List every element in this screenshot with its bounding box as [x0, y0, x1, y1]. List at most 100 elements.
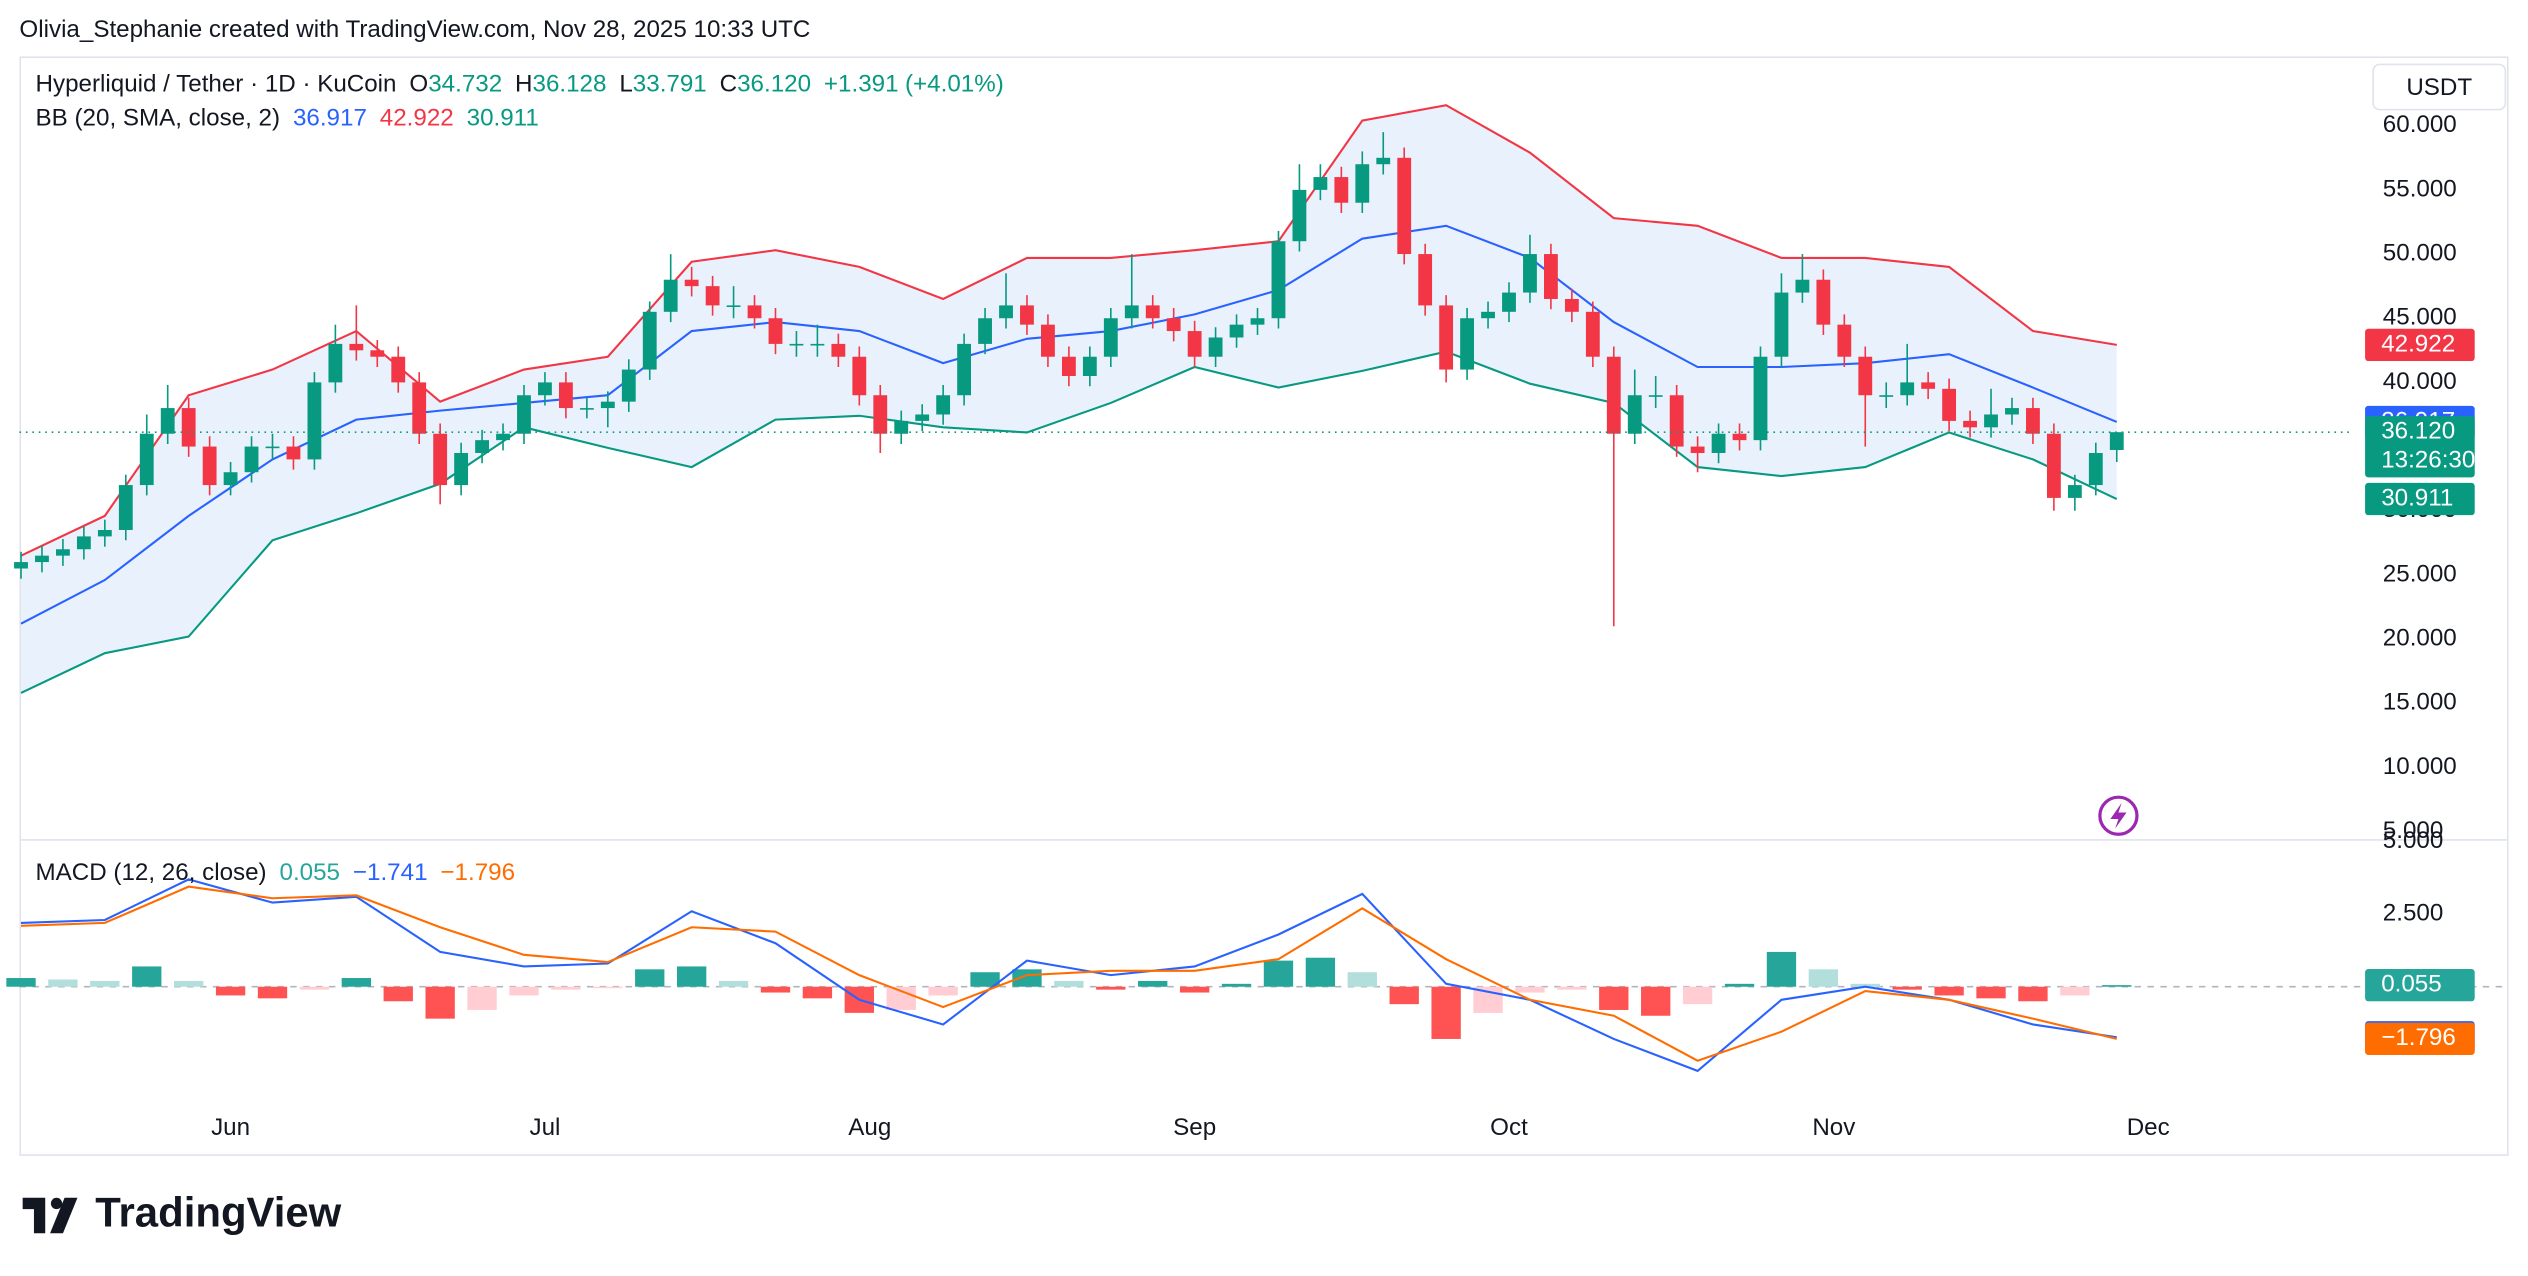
candle-body	[1627, 395, 1642, 434]
upper-badge-box	[2365, 328, 2475, 362]
candle-body	[2109, 432, 2124, 451]
logo: TradingView	[22, 1189, 342, 1236]
lightning-icon[interactable]	[2098, 795, 2139, 836]
candle-body	[1481, 311, 1495, 319]
candle-body	[1334, 177, 1349, 203]
macd-badge-box	[2365, 1022, 2475, 1055]
histogram-bar	[1892, 986, 1922, 990]
x-tick-label: Sep	[1173, 1114, 1216, 1141]
ohlc-name: L	[619, 71, 632, 98]
candle-body	[1439, 305, 1454, 370]
histogram-bar	[718, 980, 749, 987]
histogram-bar	[1179, 986, 1210, 993]
histogram-bar	[425, 986, 455, 1019]
price-tick-label: 10.000	[2383, 753, 2457, 780]
macd-tick-label: 5.000	[2383, 827, 2444, 854]
candle-body	[684, 279, 699, 287]
candle-body	[1208, 337, 1223, 357]
credit-line: Olivia_Stephanie created with TradingVie…	[19, 16, 810, 43]
candle-body	[978, 318, 992, 344]
candle-body	[475, 440, 489, 453]
price-badge-countdown: 13:26:30	[2381, 447, 2475, 474]
x-tick-label: Dec	[2127, 1114, 2170, 1141]
candle-body	[831, 343, 846, 357]
candle-body	[1041, 324, 1055, 357]
candle-body	[2005, 408, 2019, 415]
candle-body	[1942, 388, 1957, 421]
histogram-bar	[1054, 980, 1084, 987]
histogram-bar	[1976, 986, 2006, 999]
bb-value: 36.917	[293, 105, 367, 132]
candle-body	[1061, 356, 1076, 376]
histogram-bar	[1389, 986, 1419, 1005]
candle-body	[244, 446, 259, 473]
candle-body	[202, 446, 217, 486]
candle-body	[1313, 177, 1328, 190]
histogram-bar	[467, 986, 497, 1010]
candle-body	[433, 433, 448, 486]
candle-body	[726, 305, 741, 308]
histogram-bar	[1221, 983, 1252, 987]
histogram-badge-text: 0.055	[2381, 971, 2442, 998]
upper-badge-text: 42.922	[2381, 330, 2455, 357]
candle-body	[181, 408, 196, 447]
candle-body	[621, 369, 636, 402]
candle-body	[2067, 485, 2082, 498]
candle-body	[517, 395, 531, 434]
change: +1.391	[824, 71, 899, 98]
candle-body	[1963, 420, 1977, 428]
macd-value: −1.796	[440, 859, 515, 886]
candle-body	[705, 286, 720, 306]
candle-body	[999, 305, 1013, 319]
candle-body	[76, 536, 91, 550]
histogram-bar	[886, 986, 916, 1010]
band-line	[20, 104, 2117, 557]
histogram-bar	[635, 969, 665, 987]
histogram-bar	[1934, 986, 1964, 996]
candle-body	[223, 472, 238, 486]
candle-body	[1921, 382, 1936, 389]
candle-body	[496, 433, 510, 441]
candle-body	[1900, 382, 1915, 396]
ohlc-name: C	[720, 71, 737, 98]
candle-body	[873, 395, 888, 434]
bb-legend: BB (20, SMA, close, 2) 36.917 42.922 30.911	[36, 105, 539, 132]
lower-badge-box	[2365, 482, 2475, 516]
candle-body	[642, 311, 657, 370]
candle-body	[1418, 254, 1433, 306]
histogram-bar	[1263, 960, 1294, 987]
ohlc-name: H	[515, 71, 532, 98]
candle-body	[1858, 356, 1873, 396]
candle-body	[1082, 356, 1097, 376]
candle-body	[1690, 446, 1705, 453]
symbol-title: Hyperliquid / Tether · 1D · KuCoin	[36, 71, 397, 98]
candle-body	[370, 350, 385, 357]
currency-label[interactable]: USDT	[2406, 74, 2472, 101]
macd-line	[20, 885, 2118, 1062]
band-fill	[21, 105, 2117, 693]
candle-body	[1648, 395, 1663, 397]
histogram-bar	[1305, 957, 1336, 987]
price-tick-label: 55.000	[2383, 175, 2457, 202]
histogram-bar	[341, 978, 372, 987]
currency-button[interactable]: USDT	[2372, 63, 2507, 111]
candle-body	[747, 305, 762, 319]
candle-body	[118, 485, 133, 530]
histogram-bar	[90, 980, 120, 987]
candle-body	[1376, 157, 1391, 165]
candle-body	[1585, 311, 1600, 357]
currency-button-box[interactable]	[2372, 63, 2507, 111]
candle-body	[1020, 305, 1034, 325]
lower-badge-text: 30.911	[2381, 484, 2453, 511]
candle-body	[1292, 189, 1307, 242]
lightning-bolt[interactable]	[2110, 802, 2127, 829]
candle-body	[1502, 292, 1516, 312]
price-tick-label: 50.000	[2383, 239, 2457, 266]
histogram-bar	[593, 986, 623, 989]
bb-name: BB (20, SMA, close, 2)	[36, 105, 281, 132]
x-tick-label: Jul	[529, 1114, 560, 1141]
candle-body	[2026, 408, 2040, 434]
candle-body	[1355, 164, 1370, 203]
histogram-bar	[1808, 969, 1839, 987]
